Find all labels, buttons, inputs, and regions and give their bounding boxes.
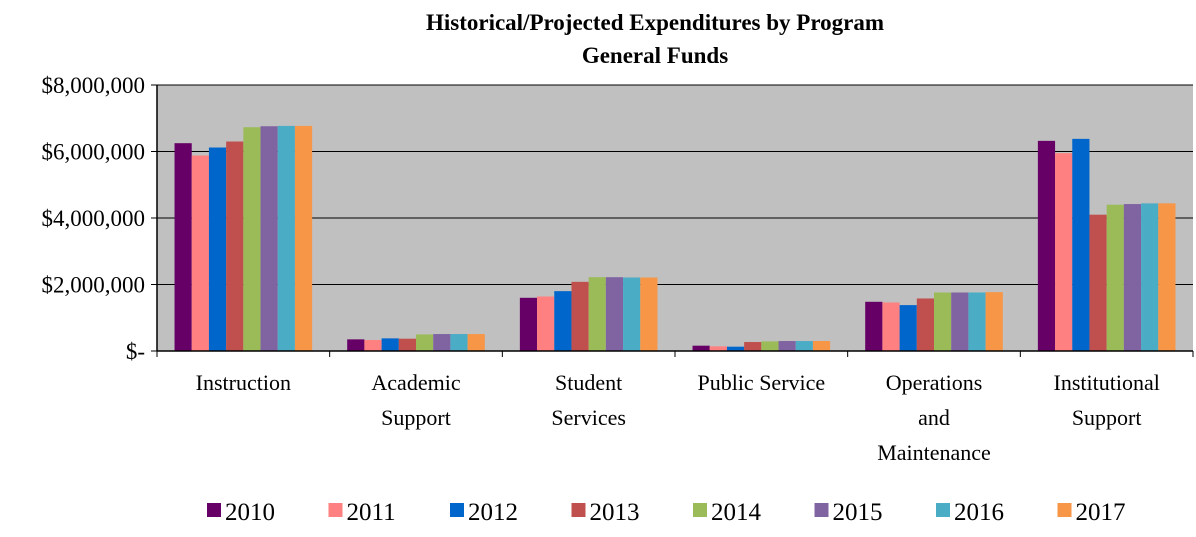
bar-2011	[537, 296, 555, 351]
bar-2012	[208, 147, 227, 351]
y-tick-label: $-	[126, 339, 145, 364]
x-category-label: Instruction	[196, 370, 291, 395]
bar-2011	[709, 346, 727, 351]
bar-2013	[571, 281, 589, 351]
bar-2017	[1158, 203, 1176, 351]
bar-2015	[605, 277, 624, 351]
x-category-label: Maintenance	[877, 440, 991, 465]
bar-2012	[381, 338, 399, 351]
bar-2011	[364, 340, 382, 351]
bar-2013	[226, 141, 244, 351]
bar-2012	[1072, 138, 1090, 351]
y-tick-label: $2,000,000	[42, 273, 146, 298]
legend-swatch	[328, 503, 343, 517]
chart-title: Historical/Projected Expenditures by Pro…	[426, 10, 884, 35]
legend-swatch	[571, 503, 586, 517]
bars	[174, 125, 1176, 352]
legend: 2010 2011 2012 2013 2014 2015 2016 2017	[207, 499, 1126, 526]
x-category-label: Institutional	[1054, 370, 1160, 395]
x-category-label: Services	[551, 405, 626, 430]
bar-2015	[951, 292, 969, 351]
legend-label: 2013	[590, 499, 640, 526]
bar-2016	[277, 125, 295, 352]
bar-2017	[985, 292, 1003, 351]
bar-2015	[433, 334, 451, 351]
legend-item-2010: 2010	[207, 499, 275, 526]
y-tick-label: $4,000,000	[42, 206, 146, 231]
bar-2016	[1141, 203, 1159, 351]
bar-2014	[243, 127, 261, 351]
bar-2010	[519, 297, 538, 351]
legend-item-2012: 2012	[450, 499, 518, 526]
legend-label: 2012	[468, 499, 518, 526]
bar-2011	[191, 155, 209, 351]
bar-2011	[1055, 153, 1073, 351]
legend-swatch	[450, 503, 464, 517]
bar-2016	[450, 334, 468, 351]
bar-2010	[174, 143, 192, 351]
bar-2016	[795, 341, 813, 351]
bar-2014	[416, 334, 434, 351]
x-category-label: Academic	[371, 370, 460, 395]
bar-2010	[692, 345, 710, 351]
x-category-label: Student	[555, 370, 622, 395]
x-category-labels: Instruction Academic Support Student Service…	[196, 370, 1160, 465]
legend-label: 2017	[1076, 499, 1126, 526]
x-category-label: Support	[1072, 405, 1142, 430]
bar-2016	[968, 292, 986, 351]
gridlines	[157, 84, 1193, 285]
x-category-label: Operations	[886, 370, 983, 395]
legend-item-2015: 2015	[814, 499, 883, 526]
legend-swatch	[207, 503, 221, 517]
legend-swatch	[693, 503, 707, 517]
bar-2013	[398, 338, 416, 351]
legend-item-2016: 2016	[936, 499, 1004, 526]
bar-2013	[916, 298, 934, 351]
legend-swatch	[1057, 503, 1072, 517]
legend-item-2011: 2011	[328, 499, 396, 526]
bar-2011	[882, 302, 900, 351]
chart-subtitle: General Funds	[582, 43, 728, 68]
y-tick-label: $8,000,000	[42, 73, 146, 98]
bar-2017	[640, 277, 658, 351]
bar-2012	[726, 346, 745, 351]
bar-2012	[554, 291, 572, 351]
bar-2014	[588, 277, 606, 351]
legend-item-2014: 2014	[693, 499, 762, 526]
bar-2016	[623, 277, 641, 351]
bar-2013	[1089, 214, 1107, 351]
x-category-label: Public Service	[697, 370, 825, 395]
bar-2014	[1106, 204, 1124, 351]
bar-2015	[778, 341, 796, 351]
axes	[151, 84, 1194, 357]
x-category-label: Support	[381, 405, 451, 430]
legend-label: 2011	[347, 499, 396, 526]
bar-2015	[260, 126, 278, 351]
legend-label: 2016	[954, 499, 1004, 526]
legend-swatch	[814, 503, 829, 517]
bar-2013	[744, 342, 762, 351]
bar-2015	[1123, 204, 1142, 351]
bar-2014	[761, 341, 779, 351]
bar-2012	[899, 305, 917, 351]
bar-2010	[347, 339, 365, 351]
legend-label: 2014	[711, 499, 762, 526]
y-tick-label: $6,000,000	[42, 140, 146, 165]
legend-label: 2010	[225, 499, 275, 526]
bar-2010	[1037, 140, 1056, 351]
y-tick-labels: $- $2,000,000 $4,000,000 $6,000,000 $8,000,0…	[42, 73, 146, 364]
bar-2017	[467, 334, 485, 351]
legend-label: 2015	[833, 499, 883, 526]
bar-2010	[865, 301, 883, 351]
legend-item-2017: 2017	[1057, 499, 1126, 526]
bar-2017	[294, 125, 313, 352]
bar-2014	[934, 292, 952, 351]
x-category-label: and	[918, 405, 950, 430]
legend-item-2013: 2013	[571, 499, 640, 526]
bar-2017	[812, 341, 831, 351]
legend-swatch	[936, 503, 950, 517]
